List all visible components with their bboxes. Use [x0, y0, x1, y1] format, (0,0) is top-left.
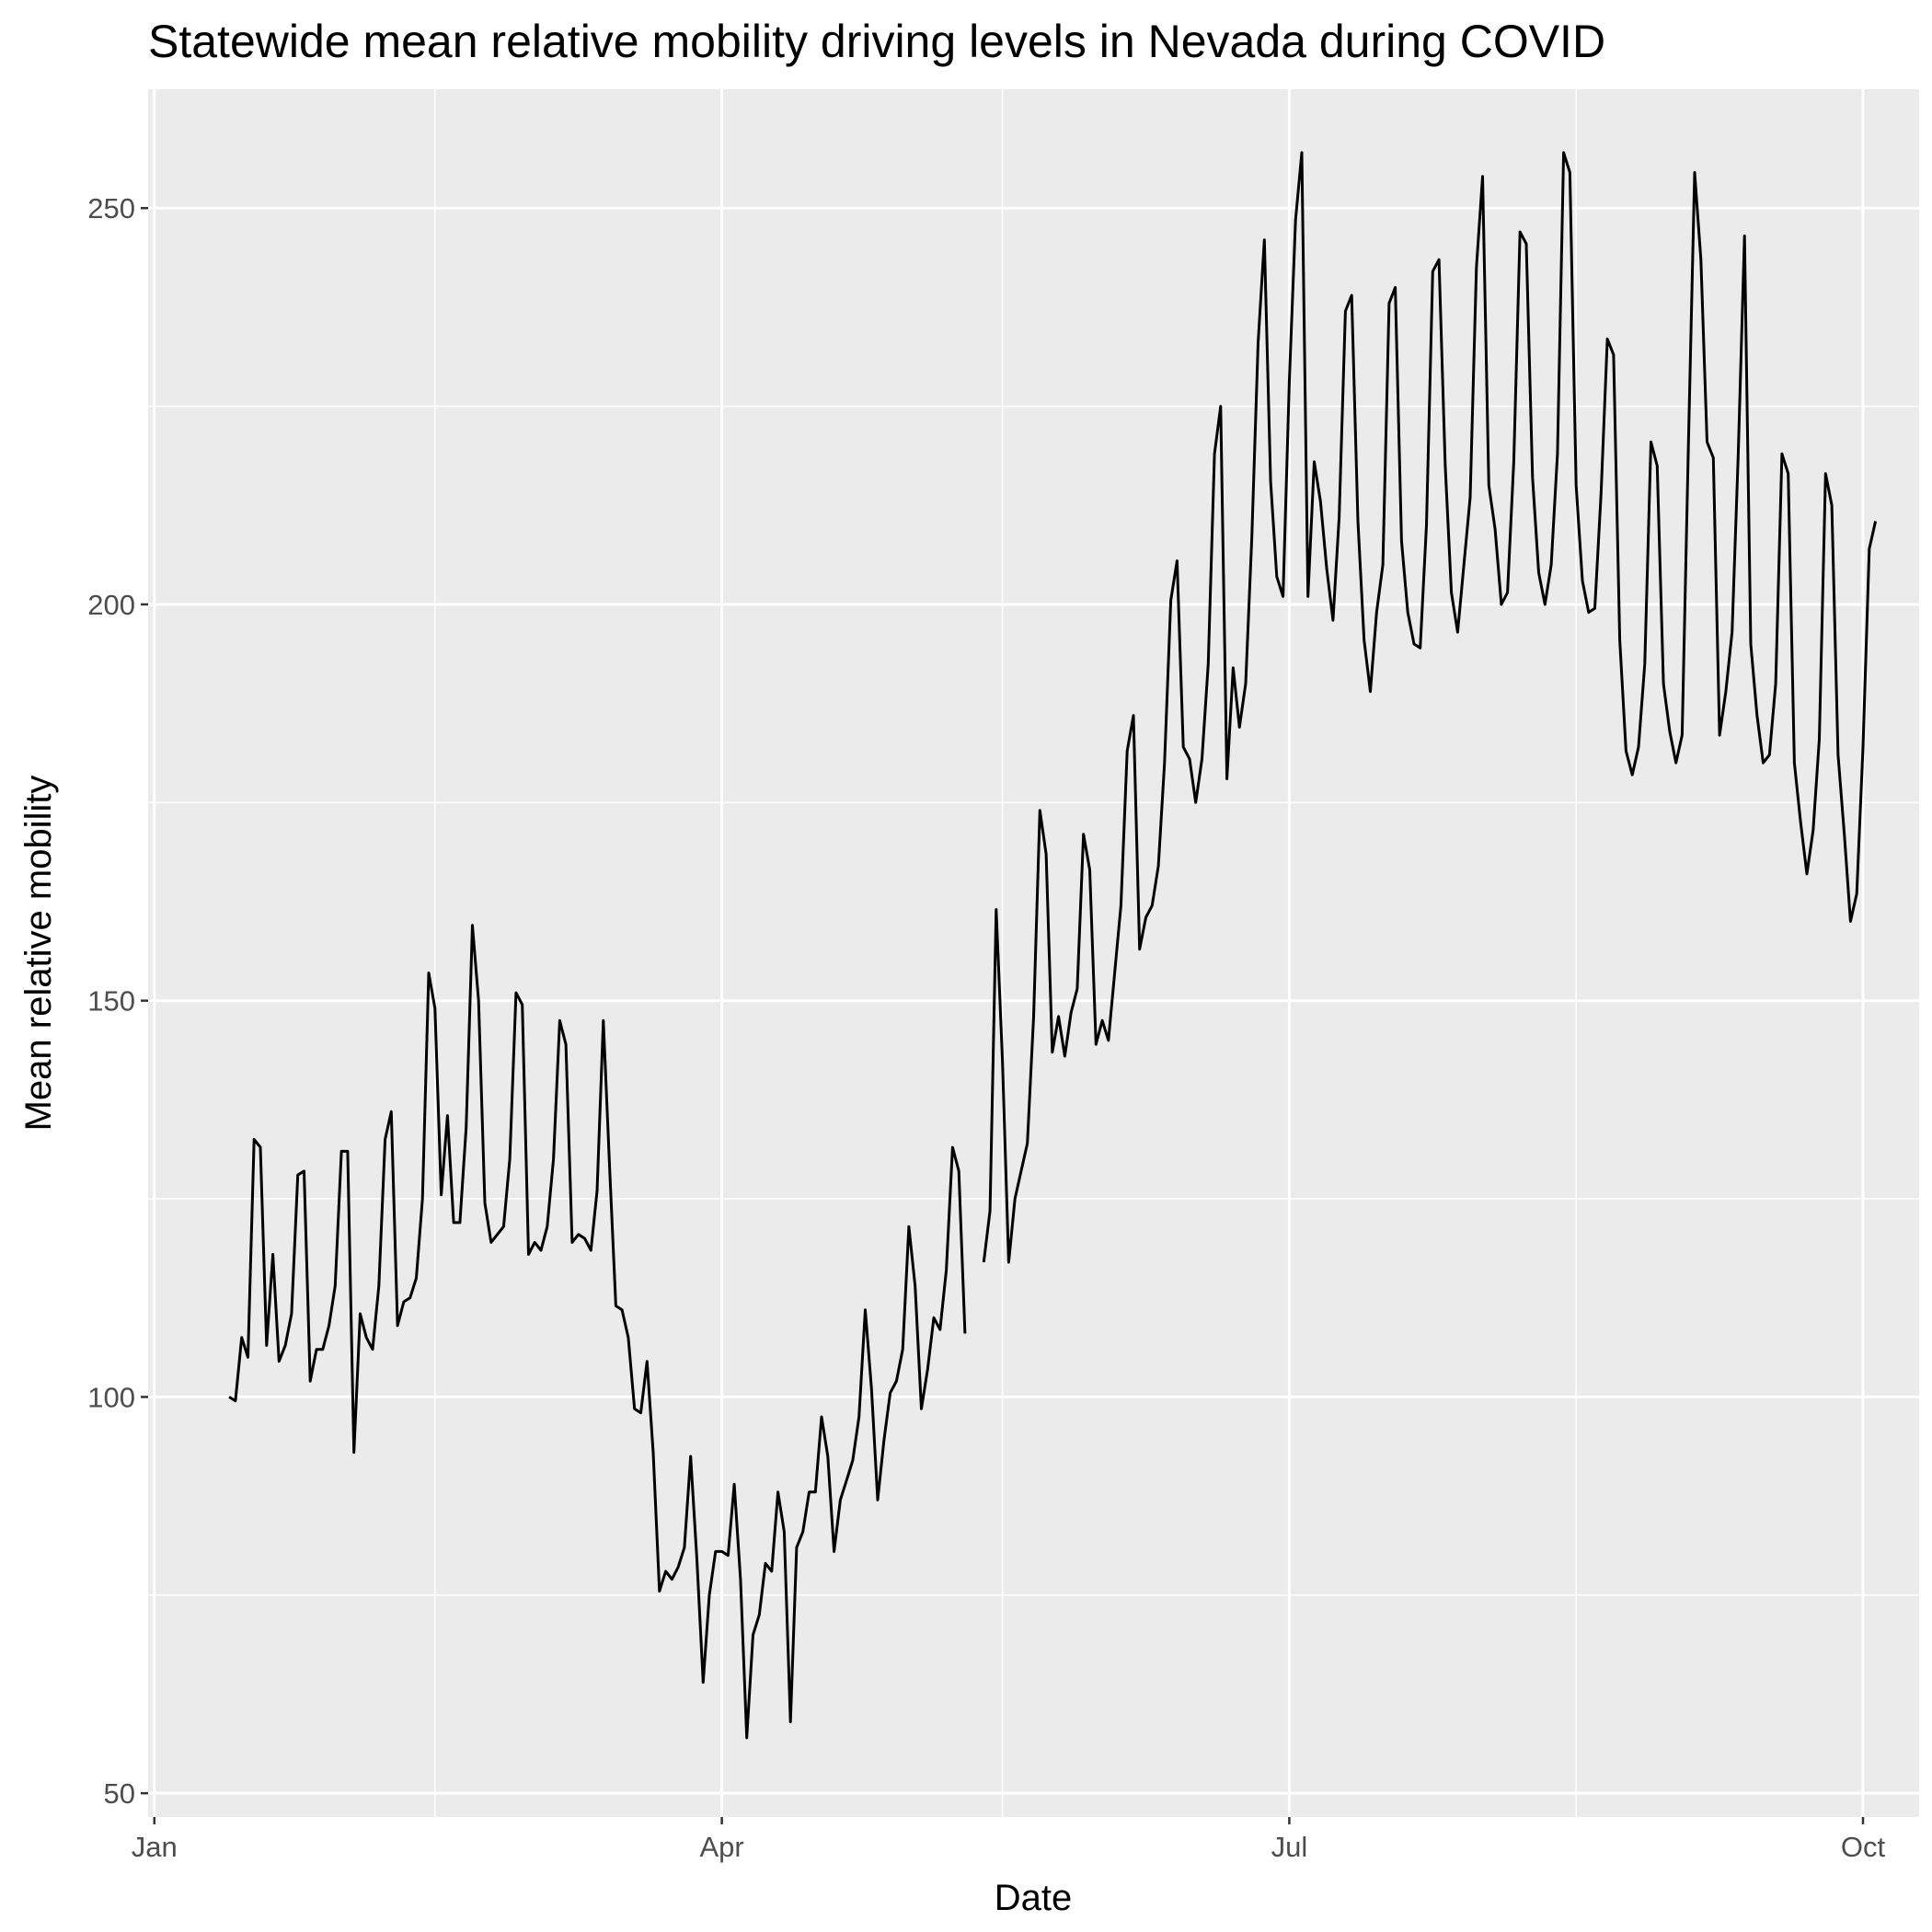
x-tick-label: Apr: [699, 1831, 743, 1863]
y-tick-label: 50: [104, 1777, 135, 1810]
x-axis: Jan Apr Jul Oct: [132, 1817, 1886, 1863]
series-line-segment: [228, 924, 967, 1740]
series-line-segment: [982, 151, 1878, 1264]
major-gridlines: [148, 89, 1919, 1817]
x-tick-label: Jan: [132, 1831, 178, 1863]
chart-title: Statewide mean relative mobility driving…: [148, 16, 1605, 67]
y-axis-title: Mean relative mobility: [18, 776, 59, 1132]
x-axis-title: Date: [995, 1878, 1073, 1918]
y-tick-label: 250: [87, 192, 135, 224]
minor-gridlines: [148, 89, 1919, 1817]
y-tick-label: 100: [87, 1381, 135, 1413]
y-tick-label: 200: [87, 589, 135, 621]
x-tick-label: Jul: [1271, 1831, 1308, 1863]
x-tick-label: Oct: [1841, 1831, 1886, 1863]
series-layer: [228, 151, 1878, 1740]
y-axis: 50 100 150 200 250: [87, 192, 148, 1810]
y-tick-label: 150: [87, 985, 135, 1018]
plot-panel: [148, 89, 1919, 1817]
